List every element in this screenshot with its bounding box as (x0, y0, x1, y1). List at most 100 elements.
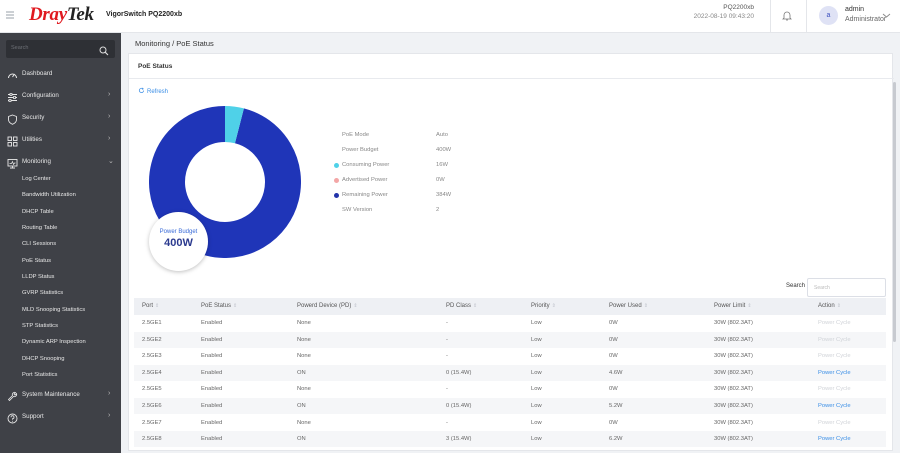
breadcrumb: Monitoring / PoE Status (135, 39, 214, 48)
sidebar-search-input[interactable]: Search (6, 40, 115, 58)
cell-power-limit: 30W (802.3AT) (714, 386, 753, 393)
power-cycle-button[interactable]: Power Cycle (818, 336, 851, 343)
sliders-icon (7, 90, 18, 102)
cell-power-limit: 30W (802.3AT) (714, 320, 753, 326)
sidebar-subitem-routing-table[interactable]: Routing Table (0, 221, 121, 237)
table-row: 2.5GE6 Enabled ON 0 (15.4W) Low 5.2W 30W (802.… (134, 398, 886, 414)
info-value: 0W (436, 177, 445, 183)
sort-icon: ⇕ (473, 303, 478, 309)
sidebar-subitem-mld-snooping-statistics[interactable]: MLD Snooping Statistics (0, 303, 121, 319)
legend-dot-advertised (334, 178, 339, 183)
cell-pd-class: 0 (15.4W) (446, 403, 472, 409)
power-cycle-button[interactable]: Power Cycle (818, 320, 851, 326)
sidebar-subitem-poe-status[interactable]: PoE Status (0, 254, 121, 270)
table-row: 2.5GE3 Enabled None - Low 0W 30W (802.3AT) Powe… (134, 348, 886, 364)
power-cycle-button[interactable]: Power Cycle (818, 419, 851, 426)
cell-power-used: 0W (609, 320, 618, 326)
cell-priority: Low (531, 353, 542, 360)
sidebar-item-label: System Maintenance (22, 391, 80, 398)
info-value: Auto (436, 132, 448, 138)
sidebar-item-label: Monitoring (22, 158, 51, 165)
table-search-input[interactable]: Search (807, 278, 886, 297)
sidebar-item-label: Dashboard (22, 70, 53, 77)
cell-power-limit: 30W (802.3AT) (714, 353, 753, 360)
cell-poe-status: Enabled (201, 419, 223, 426)
cell-poe-status: Enabled (201, 386, 223, 393)
page-scrollbar[interactable] (893, 82, 896, 342)
cell-poe-status: Enabled (201, 436, 223, 443)
column-header-priority[interactable]: Priority ⇕ (531, 303, 556, 309)
sidebar-subitem-dhcp-table[interactable]: DHCP Table (0, 205, 121, 221)
table-row: 2.5GE4 Enabled ON 0 (15.4W) Low 4.6W 30W (802.… (134, 364, 886, 381)
chevron-right-icon: › (108, 91, 111, 98)
info-sw-version: SW Version 2 (334, 205, 534, 217)
wrench-icon (7, 389, 18, 402)
table-row: 2.5GE7 Enabled None - Low 0W 30W (802.3AT) Powe… (134, 415, 886, 431)
bell-icon[interactable] (781, 9, 793, 21)
chevron-down-icon: ⌄ (108, 158, 114, 165)
column-header-pd-class[interactable]: PD Class ⇕ (446, 303, 478, 309)
top-header: DrayTek VigorSwitch PQ2200xb PQ2200xb 20… (0, 0, 900, 33)
sidebar-item-security[interactable]: Security › (0, 107, 121, 129)
sidebar-subitem-dynamic-arp-inspection[interactable]: Dynamic ARP Inspection (0, 335, 121, 351)
sidebar-item-configuration[interactable]: Configuration › (0, 85, 121, 107)
device-name: VigorSwitch PQ2200xb (106, 11, 183, 18)
sidebar-subitem-bandwidth-utilization[interactable]: Bandwidth Utilization (0, 188, 121, 204)
power-cycle-button[interactable]: Power Cycle (818, 369, 851, 376)
sidebar-subitem-cli-sessions[interactable]: CLI Sessions (0, 237, 121, 253)
search-icon[interactable] (99, 43, 109, 56)
sidebar-subitem-stp-statistics[interactable]: STP Statistics (0, 319, 121, 335)
sidebar-item-dashboard[interactable]: Dashboard (0, 63, 121, 85)
sidebar-item-monitoring[interactable]: Monitoring ⌄ (0, 151, 121, 173)
dashboard-icon (7, 68, 18, 79)
column-header-power-used[interactable]: Power Used ⇕ (609, 303, 648, 309)
cell-port: 2.5GE2 (142, 336, 162, 343)
sidebar-item-support[interactable]: Support › (0, 406, 121, 428)
avatar[interactable]: a (819, 6, 838, 25)
sidebar-subitem-label: LLDP Status (22, 274, 55, 280)
chevron-down-icon[interactable] (882, 11, 891, 22)
sort-icon: ⇕ (551, 303, 556, 309)
menu-toggle-icon[interactable] (5, 10, 15, 20)
info-consuming-power: Consuming Power 16W (334, 160, 534, 172)
info-power-budget: Power Budget 400W (334, 145, 534, 157)
draytek-logo[interactable]: DrayTek (29, 4, 94, 25)
cell-powered-device: None (297, 320, 311, 326)
grid-icon (7, 134, 18, 147)
device-info: PQ2200xb 2022-08-19 09:43:20 (690, 4, 754, 20)
cell-powered-device: None (297, 353, 311, 360)
sidebar-subitem-gvrp-statistics[interactable]: GVRP Statistics (0, 286, 121, 302)
sidebar-subitem-dhcp-snooping[interactable]: DHCP Snooping (0, 352, 121, 368)
sidebar-item-label: Support (22, 413, 44, 420)
column-header-action[interactable]: Action ⇕ (818, 303, 841, 309)
sidebar-subitem-label: CLI Sessions (22, 241, 57, 247)
cell-power-used: 0W (609, 386, 618, 393)
power-cycle-button[interactable]: Power Cycle (818, 386, 851, 393)
sidebar-subitem-label: Dynamic ARP Inspection (22, 339, 86, 345)
cell-power-limit: 30W (802.3AT) (714, 436, 753, 443)
power-cycle-button[interactable]: Power Cycle (818, 353, 851, 360)
cell-pd-class: 3 (15.4W) (446, 436, 472, 443)
cell-power-used: 0W (609, 353, 618, 360)
column-header-port[interactable]: Port ⇕ (142, 303, 160, 309)
power-cycle-button[interactable]: Power Cycle (818, 403, 851, 409)
sidebar-item-label: Security (22, 114, 45, 121)
table-row: 2.5GE1 Enabled None - Low 0W 30W (802.3AT) Powe… (134, 315, 886, 331)
chevron-right-icon: › (108, 390, 111, 397)
sidebar-item-system-maintenance[interactable]: System Maintenance › (0, 384, 121, 406)
cell-port: 2.5GE3 (142, 353, 162, 360)
sidebar-subitem-lldp-status[interactable]: LLDP Status (0, 270, 121, 286)
sidebar-item-utilities[interactable]: Utilities › (0, 129, 121, 151)
cell-powered-device: ON (297, 369, 306, 376)
sidebar-subitem-port-statistics[interactable]: Port Statistics (0, 368, 121, 384)
power-cycle-button[interactable]: Power Cycle (818, 436, 851, 443)
refresh-button[interactable]: Refresh (138, 87, 168, 96)
column-header-powered-device[interactable]: Powerd Device (PD) ⇕ (297, 303, 358, 309)
sidebar-subitem-log-center[interactable]: Log Center (0, 172, 121, 188)
cell-port: 2.5GE5 (142, 386, 162, 393)
column-header-power-limit[interactable]: Power Limit ⇕ (714, 303, 752, 309)
column-header-poe-status[interactable]: PoE Status ⇕ (201, 303, 238, 309)
chevron-right-icon: › (108, 412, 111, 419)
user-name[interactable]: admin (845, 6, 865, 13)
header-divider (770, 0, 771, 33)
